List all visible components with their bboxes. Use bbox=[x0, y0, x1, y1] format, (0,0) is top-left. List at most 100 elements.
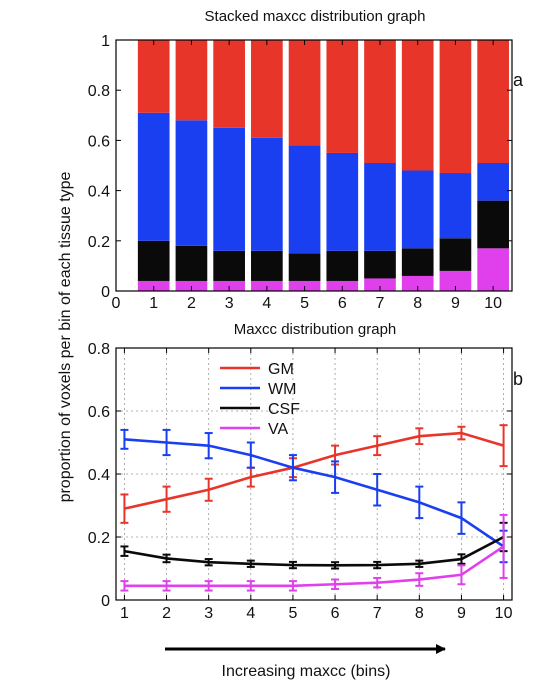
bar-va-2 bbox=[175, 280, 208, 291]
x-tick-label: 2 bbox=[162, 605, 171, 622]
x-tick-label: 1 bbox=[120, 605, 129, 622]
panel-a-plot: 00.20.40.60.810 1 2 3 4 5 6 7 8 9 10 bbox=[88, 33, 513, 312]
bar-csf-6 bbox=[326, 250, 359, 281]
errorbar-wm-4 bbox=[246, 441, 255, 469]
bar-csf-8 bbox=[401, 248, 434, 276]
bar-va-1 bbox=[137, 280, 170, 291]
panel-b-title: Maxcc distribution graph bbox=[234, 321, 397, 338]
y-tick-label: 0.8 bbox=[88, 83, 110, 100]
bar-gm-6 bbox=[326, 40, 359, 153]
bar-gm-3 bbox=[213, 40, 245, 128]
series-line-wm bbox=[124, 438, 505, 548]
bar-wm-7 bbox=[364, 162, 396, 251]
bar-wm-10 bbox=[477, 162, 509, 201]
bar-wm-5 bbox=[288, 145, 321, 254]
errorbar-wm-6 bbox=[331, 460, 340, 494]
y-tick-label: 0.8 bbox=[88, 341, 110, 358]
y-tick-label: 1 bbox=[101, 33, 110, 50]
legend: GM WM CSF VA bbox=[220, 361, 300, 438]
x-tick-label: 9 bbox=[451, 295, 460, 312]
y-axis-label: proportion of voxels per bin of each tis… bbox=[57, 171, 74, 502]
bar-csf-9 bbox=[439, 238, 472, 271]
errorbar-wm-8 bbox=[415, 485, 424, 520]
errorbar-csf-9 bbox=[457, 553, 466, 565]
x-tick-label: 2 bbox=[187, 295, 196, 312]
errorbar-gm-3 bbox=[204, 477, 213, 502]
bar-gm-1 bbox=[137, 40, 170, 113]
bar-va-9 bbox=[439, 270, 472, 291]
bar-va-8 bbox=[401, 275, 434, 291]
panel-a-title: Stacked maxcc distribution graph bbox=[205, 8, 426, 25]
bar-csf-2 bbox=[175, 245, 208, 281]
bar-va-3 bbox=[213, 280, 245, 291]
bar-csf-10 bbox=[477, 200, 509, 249]
legend-label-va: VA bbox=[268, 421, 288, 438]
y-tick-label: 0 bbox=[101, 284, 110, 301]
y-tick-label: 0.6 bbox=[88, 133, 110, 150]
legend-label-wm: WM bbox=[268, 381, 296, 398]
errorbar-va-4 bbox=[246, 580, 255, 592]
x-tick-label: 8 bbox=[415, 605, 424, 622]
x-tick-label: 3 bbox=[204, 605, 213, 622]
errorbar-va-5 bbox=[288, 580, 297, 592]
panel-b-label: b bbox=[513, 369, 523, 389]
x-tick-label: 7 bbox=[376, 295, 385, 312]
y-tick-label: 0 bbox=[101, 593, 110, 610]
y-tick-label: 0.4 bbox=[88, 184, 110, 201]
errorbar-va-8 bbox=[415, 572, 424, 587]
x-tick-label: 4 bbox=[246, 605, 255, 622]
errorbar-csf-8 bbox=[415, 559, 424, 568]
series-line-va bbox=[124, 545, 505, 588]
bar-va-5 bbox=[288, 280, 321, 291]
bar-wm-6 bbox=[326, 152, 359, 251]
bar-va-10 bbox=[477, 248, 509, 291]
y-tick-label: 0.2 bbox=[88, 234, 110, 251]
x-tick-label: 0 bbox=[112, 295, 121, 312]
x-tick-label: 4 bbox=[262, 295, 271, 312]
errorbar-gm-10 bbox=[499, 424, 508, 468]
x-tick-label: 10 bbox=[495, 605, 513, 622]
bar-gm-4 bbox=[251, 40, 283, 138]
errorbar-gm-8 bbox=[415, 427, 424, 446]
panel-b-plot: 0 0.2 0.4 0.6 0.8 1 2 3 4 5 6 7 8 9 10 GM WM CSF VA bbox=[88, 341, 513, 622]
errorbar-csf-7 bbox=[373, 560, 382, 570]
bar-gm-7 bbox=[364, 40, 396, 163]
errorbar-va-3 bbox=[204, 580, 213, 592]
bar-wm-3 bbox=[213, 127, 245, 251]
errorbar-wm-7 bbox=[373, 473, 382, 507]
errorbar-wm-2 bbox=[162, 428, 171, 457]
x-tick-label: 6 bbox=[338, 295, 347, 312]
bar-csf-7 bbox=[364, 250, 396, 279]
x-tick-label: 6 bbox=[331, 605, 340, 622]
bar-wm-8 bbox=[401, 170, 434, 249]
errorbar-va-6 bbox=[331, 578, 340, 590]
errorbar-wm-5 bbox=[288, 454, 297, 482]
plot-frame bbox=[115, 39, 513, 292]
x-tick-label: 10 bbox=[484, 295, 502, 312]
x-tick-label: 1 bbox=[149, 295, 158, 312]
y-tick-label: 0.2 bbox=[88, 530, 110, 547]
bar-wm-2 bbox=[175, 120, 208, 246]
errorbar-wm-9 bbox=[457, 501, 466, 535]
bar-gm-9 bbox=[439, 40, 472, 174]
errorbar-va-2 bbox=[162, 580, 171, 592]
y-tick-label: 0.4 bbox=[88, 467, 110, 484]
bar-gm-5 bbox=[288, 40, 321, 146]
bar-csf-5 bbox=[288, 253, 321, 281]
bar-wm-4 bbox=[251, 137, 283, 251]
bar-csf-3 bbox=[213, 250, 245, 281]
bar-va-4 bbox=[251, 280, 283, 291]
series-line-gm bbox=[124, 431, 504, 510]
x-tick-label: 5 bbox=[300, 295, 309, 312]
errorbar-va-7 bbox=[373, 576, 382, 589]
x-tick-label: 9 bbox=[457, 605, 466, 622]
series-line-csf bbox=[124, 535, 505, 567]
x-tick-label: 8 bbox=[413, 295, 422, 312]
errorbar-va-1 bbox=[120, 580, 129, 592]
bar-gm-10 bbox=[477, 40, 509, 163]
errorbar-gm-1 bbox=[120, 493, 129, 524]
bar-csf-1 bbox=[137, 240, 170, 281]
errorbar-csf-4 bbox=[246, 559, 255, 568]
errorbar-csf-6 bbox=[331, 561, 340, 570]
